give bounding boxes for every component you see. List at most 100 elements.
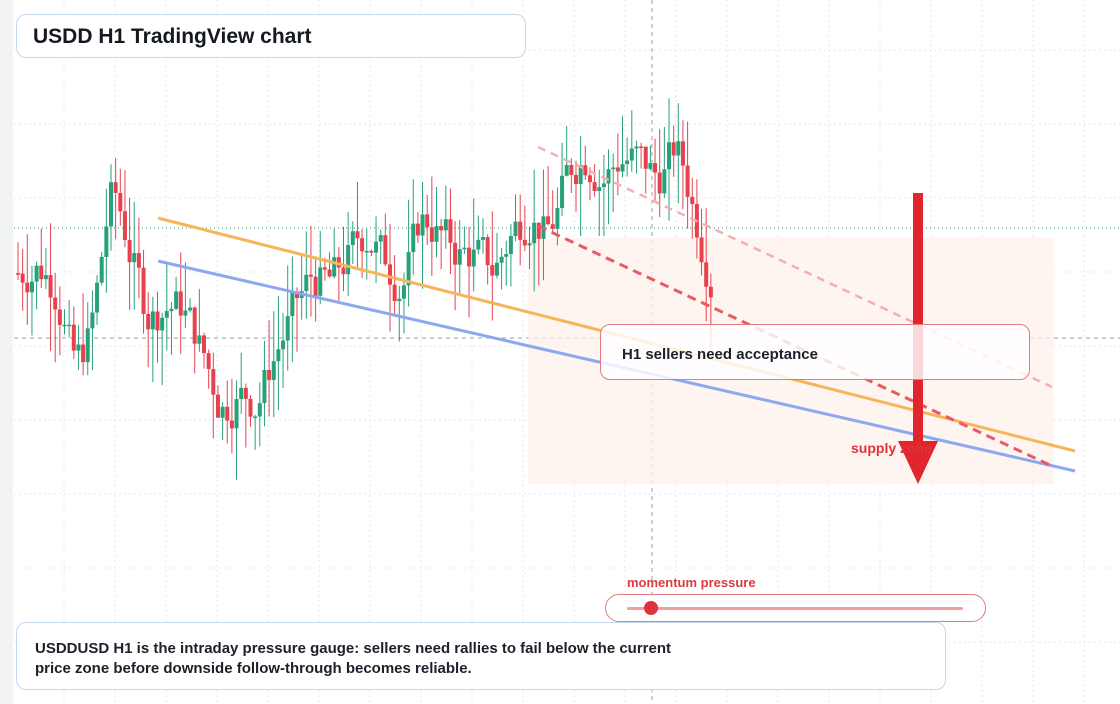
candle-body bbox=[425, 214, 430, 228]
candle-body bbox=[587, 175, 592, 183]
candle-body bbox=[81, 344, 86, 363]
candle-body bbox=[62, 324, 67, 327]
candle-body bbox=[490, 265, 495, 276]
candle-body bbox=[39, 265, 44, 280]
candle-body bbox=[476, 239, 481, 250]
candle-body bbox=[639, 146, 644, 149]
candle-body bbox=[383, 235, 388, 265]
candle-body bbox=[611, 167, 616, 170]
candle-body bbox=[429, 227, 434, 242]
candle-body bbox=[257, 403, 262, 417]
candle-body bbox=[243, 387, 248, 399]
candle-body bbox=[174, 291, 179, 309]
candle-body bbox=[620, 164, 625, 172]
upper-bear-channel bbox=[537, 145, 1053, 389]
momentum-gauge[interactable] bbox=[605, 594, 986, 622]
candle-body bbox=[378, 235, 383, 242]
candle-body bbox=[183, 310, 188, 316]
candle-body bbox=[481, 237, 485, 240]
candle-body bbox=[341, 267, 346, 275]
candle-body bbox=[485, 237, 490, 266]
candle-body bbox=[25, 282, 30, 293]
supply-arrow-head bbox=[898, 441, 938, 484]
candle-body bbox=[355, 231, 360, 239]
candle-body bbox=[462, 247, 467, 250]
candle-body bbox=[118, 192, 123, 212]
candle-body bbox=[202, 335, 206, 354]
candle-body bbox=[85, 328, 90, 363]
candle-body bbox=[657, 172, 662, 194]
candle-body bbox=[99, 257, 104, 283]
candle-body bbox=[406, 252, 411, 286]
candle-body bbox=[504, 254, 509, 257]
candle-body bbox=[169, 308, 174, 312]
candle-body bbox=[374, 241, 379, 253]
candle-body bbox=[127, 240, 132, 263]
note-card: USDDUSD H1 is the intraday pressure gaug… bbox=[16, 622, 946, 690]
candle-body bbox=[20, 273, 25, 283]
candle-body bbox=[313, 276, 318, 296]
candle-body bbox=[48, 275, 53, 298]
candle-body bbox=[290, 291, 295, 317]
candle-body bbox=[76, 344, 81, 351]
candle-body bbox=[215, 394, 220, 418]
candle-body bbox=[336, 257, 341, 268]
candle-body bbox=[104, 226, 109, 258]
candle-body bbox=[211, 369, 216, 395]
candle-body bbox=[401, 285, 406, 299]
candle-body bbox=[308, 274, 313, 277]
candle-body bbox=[574, 174, 578, 185]
candle-body bbox=[262, 369, 267, 404]
candle-body bbox=[239, 387, 244, 400]
candle-body bbox=[615, 167, 620, 172]
candle-body bbox=[160, 317, 165, 331]
candle-body bbox=[53, 297, 58, 310]
candle-body bbox=[546, 216, 551, 225]
candle-body bbox=[527, 243, 532, 246]
candle-body bbox=[136, 253, 141, 268]
candle-body bbox=[671, 142, 676, 156]
candle-body bbox=[680, 141, 685, 166]
left-rail bbox=[0, 0, 13, 704]
candle-body bbox=[113, 182, 118, 193]
candle-body bbox=[597, 187, 602, 191]
candle-body bbox=[304, 274, 309, 292]
supply-zone-label: supply zone bbox=[851, 440, 932, 456]
candle-body bbox=[690, 196, 695, 204]
candle-body bbox=[332, 257, 337, 277]
candle-body bbox=[57, 309, 62, 325]
candle-body bbox=[522, 239, 527, 246]
candle-body bbox=[295, 291, 299, 299]
candle-body bbox=[188, 307, 193, 311]
candle-body bbox=[90, 312, 95, 329]
candle-body bbox=[467, 247, 472, 267]
candle-body bbox=[648, 163, 653, 169]
candle-body bbox=[327, 269, 332, 277]
candle-body bbox=[364, 250, 369, 253]
candle-body bbox=[285, 316, 290, 341]
candle-body bbox=[676, 141, 681, 156]
candle-body bbox=[34, 265, 39, 282]
candle-body bbox=[197, 335, 202, 344]
candle-body bbox=[276, 349, 281, 362]
candle-body bbox=[550, 224, 555, 229]
candle-body bbox=[225, 406, 230, 421]
candle-body bbox=[536, 222, 541, 239]
candle-body bbox=[564, 164, 569, 176]
candle-body bbox=[411, 223, 416, 253]
candle-body bbox=[122, 211, 127, 241]
candle-body bbox=[583, 165, 588, 176]
candle-body bbox=[443, 219, 448, 231]
candle-body bbox=[439, 226, 444, 231]
candle-body bbox=[518, 221, 523, 240]
candle-body bbox=[494, 262, 499, 276]
candle-body bbox=[178, 291, 183, 316]
candle-body bbox=[625, 160, 630, 165]
candle-body bbox=[16, 273, 20, 275]
gauge-knob[interactable] bbox=[643, 601, 658, 615]
candle-body bbox=[229, 420, 234, 429]
candle-body bbox=[532, 222, 537, 244]
candle-body bbox=[653, 163, 658, 173]
gauge-label: momentum pressure bbox=[627, 575, 756, 590]
candle-body bbox=[43, 275, 48, 280]
